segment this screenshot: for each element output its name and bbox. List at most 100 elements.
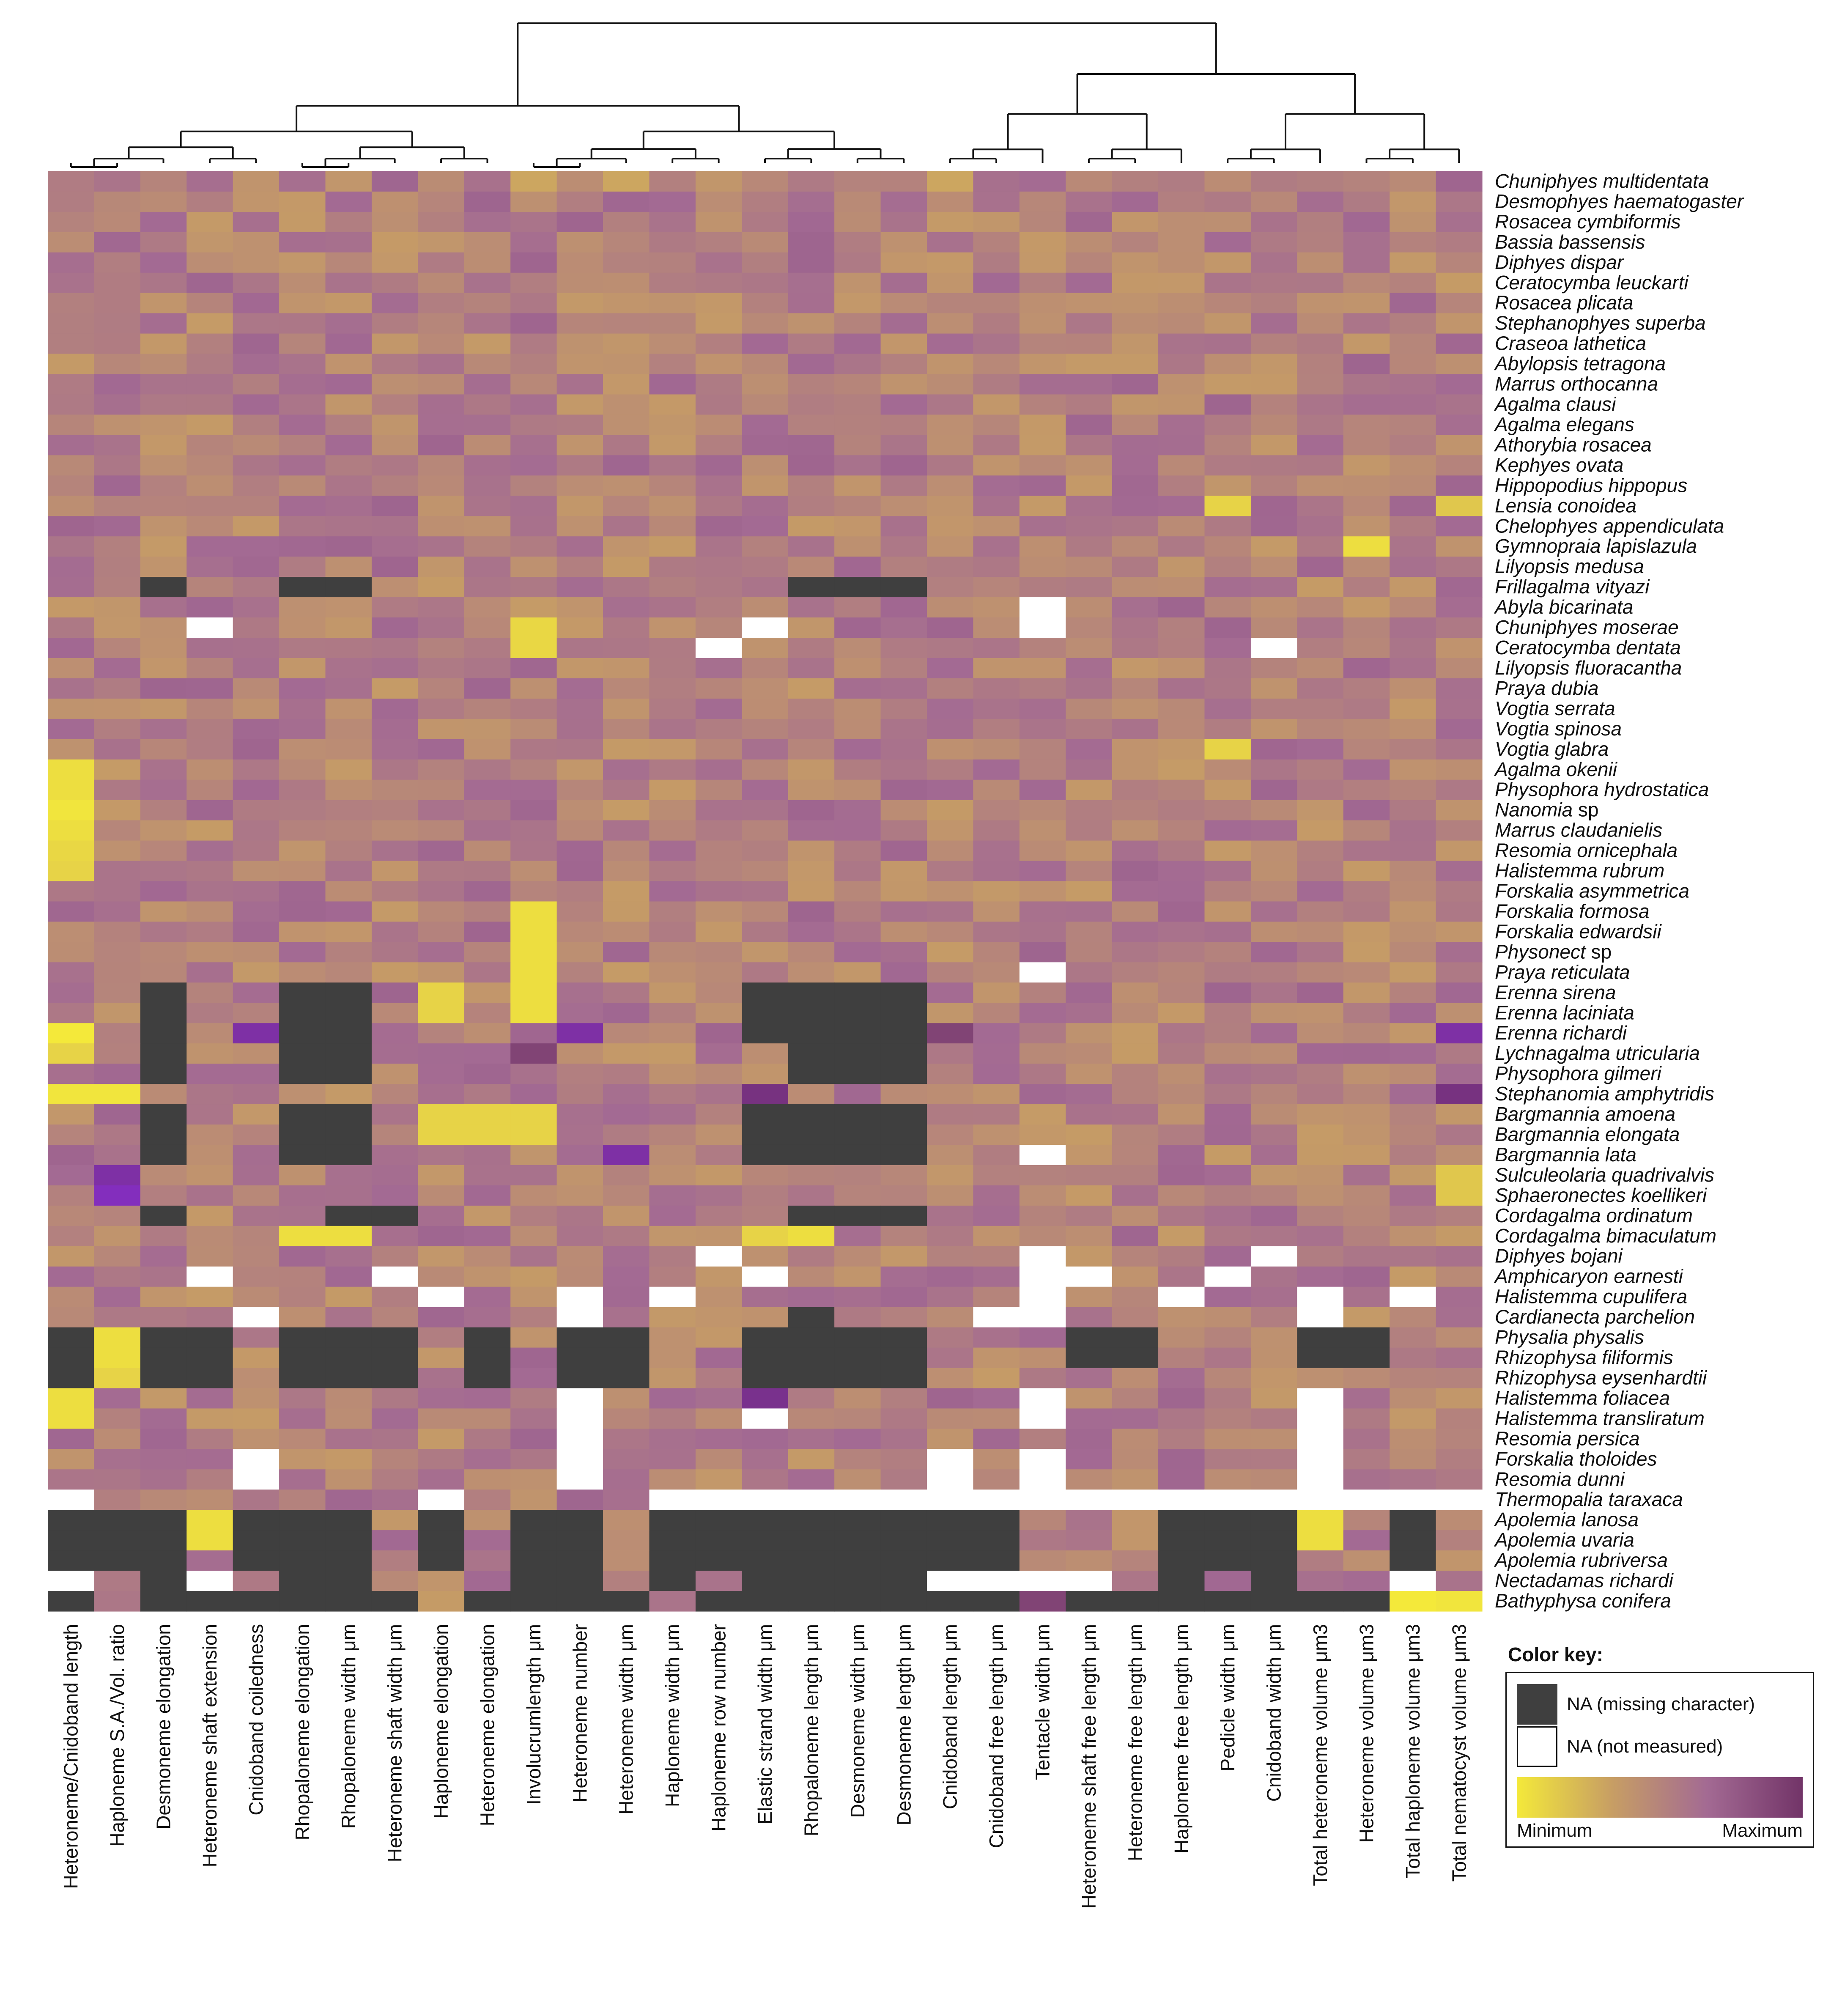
- heatmap-cell: [418, 1591, 465, 1612]
- heatmap-cell: [788, 1368, 835, 1389]
- heatmap-cell: [695, 739, 742, 760]
- heatmap-cell: [1066, 698, 1113, 719]
- heatmap-cell: [233, 1591, 280, 1612]
- heatmap-cell: [880, 1591, 927, 1612]
- heatmap-cell: [464, 354, 511, 375]
- heatmap-cell: [1019, 597, 1066, 618]
- heatmap-cell: [973, 1125, 1020, 1145]
- heatmap-cell: [1204, 536, 1251, 557]
- heatmap-cell: [1390, 252, 1436, 273]
- heatmap-cell: [1436, 557, 1483, 577]
- heatmap-cell: [510, 719, 557, 740]
- heatmap-cell: [695, 759, 742, 780]
- heatmap-cell: [788, 1429, 835, 1449]
- heatmap-cell: [1250, 1571, 1297, 1591]
- heatmap-cell: [1390, 414, 1436, 436]
- heatmap-cell: [1204, 557, 1251, 577]
- heatmap-cell: [880, 1327, 927, 1348]
- heatmap-cell: [1343, 374, 1390, 395]
- heatmap-cell: [1297, 759, 1344, 780]
- heatmap-cell: [418, 739, 465, 760]
- heatmap-cell: [510, 516, 557, 537]
- heatmap-cell: [788, 1205, 835, 1226]
- heatmap-cell: [556, 901, 603, 922]
- heatmap-cell: [279, 1388, 326, 1409]
- heatmap-cell: [556, 1144, 603, 1166]
- heatmap-cell: [1112, 1327, 1159, 1348]
- heatmap-cell: [48, 1003, 95, 1023]
- row-label: Diphyes bojani: [1495, 1245, 1623, 1267]
- heatmap-cell: [1019, 638, 1066, 658]
- heatmap-cell: [1066, 678, 1113, 699]
- heatmap-cell: [926, 1368, 973, 1389]
- heatmap-cell: [556, 1368, 603, 1389]
- heatmap-cell: [186, 1307, 233, 1328]
- heatmap-cell: [1158, 374, 1205, 395]
- heatmap-cell: [556, 232, 603, 253]
- heatmap-cell: [325, 394, 372, 415]
- heatmap-cell: [973, 1023, 1020, 1044]
- heatmap-cell: [649, 1064, 696, 1084]
- heatmap-cell: [371, 1449, 418, 1470]
- heatmap-cell: [973, 638, 1020, 658]
- heatmap-cell: [834, 577, 881, 598]
- heatmap-cell: [1250, 1510, 1297, 1531]
- heatmap-cell: [325, 1368, 372, 1389]
- heatmap-cell: [1250, 1530, 1297, 1551]
- heatmap-cell: [695, 800, 742, 821]
- heatmap-cell: [1204, 414, 1251, 436]
- heatmap-cell: [742, 1449, 789, 1470]
- heatmap-cell: [742, 577, 789, 598]
- heatmap-cell: [371, 577, 418, 598]
- heatmap-cell: [325, 1489, 372, 1510]
- heatmap-cell: [186, 1388, 233, 1409]
- heatmap-cell: [94, 800, 141, 821]
- column-label: Heteroneme shaft extension: [199, 1624, 221, 1867]
- heatmap-cell: [1343, 1347, 1390, 1369]
- heatmap-cell: [510, 1084, 557, 1105]
- heatmap-cell: [603, 739, 650, 760]
- heatmap-cell: [510, 658, 557, 679]
- heatmap-cell: [1019, 719, 1066, 740]
- heatmap-cell: [510, 881, 557, 902]
- heatmap-cell: [418, 1388, 465, 1409]
- heatmap-cell: [880, 1550, 927, 1571]
- heatmap-cell: [695, 1286, 742, 1308]
- heatmap-cell: [880, 698, 927, 719]
- heatmap-cell: [834, 982, 881, 1003]
- heatmap-cell: [603, 1043, 650, 1064]
- heatmap-cell: [880, 1023, 927, 1044]
- heatmap-cell: [371, 171, 418, 192]
- heatmap-cell: [325, 719, 372, 740]
- heatmap-cell: [1112, 1043, 1159, 1064]
- heatmap-cell: [1343, 1246, 1390, 1267]
- heatmap-cell: [742, 1023, 789, 1044]
- heatmap-cell: [603, 1064, 650, 1084]
- heatmap-cell: [1112, 1347, 1159, 1369]
- heatmap-cell: [325, 536, 372, 557]
- heatmap-cell: [279, 1165, 326, 1186]
- column-label: Rhopaloneme elongation: [291, 1624, 313, 1840]
- heatmap-cell: [1019, 1023, 1066, 1044]
- heatmap-cell: [1250, 1347, 1297, 1369]
- heatmap-cell: [233, 394, 280, 415]
- heatmap-cell: [649, 1307, 696, 1328]
- heatmap-cell: [649, 475, 696, 496]
- heatmap-cell: [510, 1510, 557, 1531]
- heatmap-cell: [371, 414, 418, 436]
- heatmap-cell: [649, 1591, 696, 1612]
- heatmap-cell: [1204, 1205, 1251, 1226]
- heatmap-cell: [556, 638, 603, 658]
- heatmap-cell: [788, 1591, 835, 1612]
- heatmap-cell: [880, 1246, 927, 1267]
- heatmap-cell: [926, 557, 973, 577]
- heatmap-cell: [695, 840, 742, 861]
- heatmap-cell: [1112, 191, 1159, 212]
- heatmap-cell: [1390, 901, 1436, 922]
- heatmap-cell: [1250, 1104, 1297, 1125]
- heatmap-cell: [1066, 658, 1113, 679]
- heatmap-cell: [418, 252, 465, 273]
- heatmap-cell: [1066, 211, 1113, 233]
- heatmap-cell: [371, 1530, 418, 1551]
- heatmap-cell: [973, 1449, 1020, 1470]
